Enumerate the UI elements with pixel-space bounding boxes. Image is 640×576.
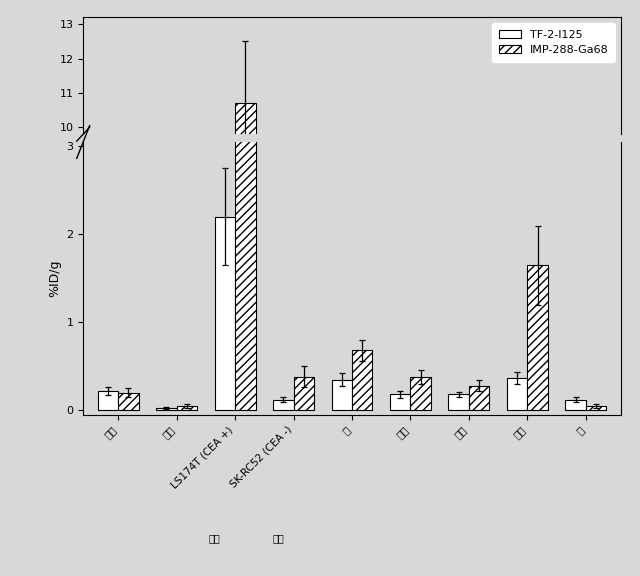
Text: 腔組: 腔組 — [273, 533, 284, 543]
Bar — [586, 406, 606, 410]
Bar — [352, 448, 372, 471]
Y-axis label: %ID/g: %ID/g — [48, 260, 61, 297]
Bar — [332, 380, 352, 410]
Bar — [410, 458, 431, 471]
Bar — [586, 469, 606, 471]
Bar — [177, 406, 197, 410]
Bar — [527, 265, 548, 410]
Bar — [390, 395, 410, 410]
Bar — [469, 386, 490, 410]
Bar — [294, 458, 314, 471]
Bar — [390, 465, 410, 471]
Bar — [214, 396, 235, 471]
Bar — [469, 461, 490, 471]
Bar — [352, 350, 372, 410]
Bar — [565, 400, 586, 410]
Bar — [98, 391, 118, 410]
Bar — [449, 395, 469, 410]
Bar — [527, 414, 548, 471]
Bar — [507, 378, 527, 410]
Bar — [294, 377, 314, 410]
Bar — [156, 408, 177, 410]
Bar — [332, 459, 352, 471]
Bar — [273, 467, 294, 471]
Bar — [156, 470, 177, 471]
Bar — [118, 393, 139, 410]
Bar — [410, 377, 431, 410]
Legend: TF-2-I125, IMP-288-Ga68: TF-2-I125, IMP-288-Ga68 — [492, 23, 615, 62]
Bar — [98, 464, 118, 471]
Bar — [449, 465, 469, 471]
Bar — [118, 464, 139, 471]
Bar — [235, 103, 255, 471]
Bar — [235, 0, 255, 410]
Bar — [565, 467, 586, 471]
Bar — [273, 400, 294, 410]
Bar — [507, 458, 527, 471]
Bar — [214, 217, 235, 410]
Text: 癌組: 癌組 — [209, 533, 220, 543]
Bar — [177, 469, 197, 471]
